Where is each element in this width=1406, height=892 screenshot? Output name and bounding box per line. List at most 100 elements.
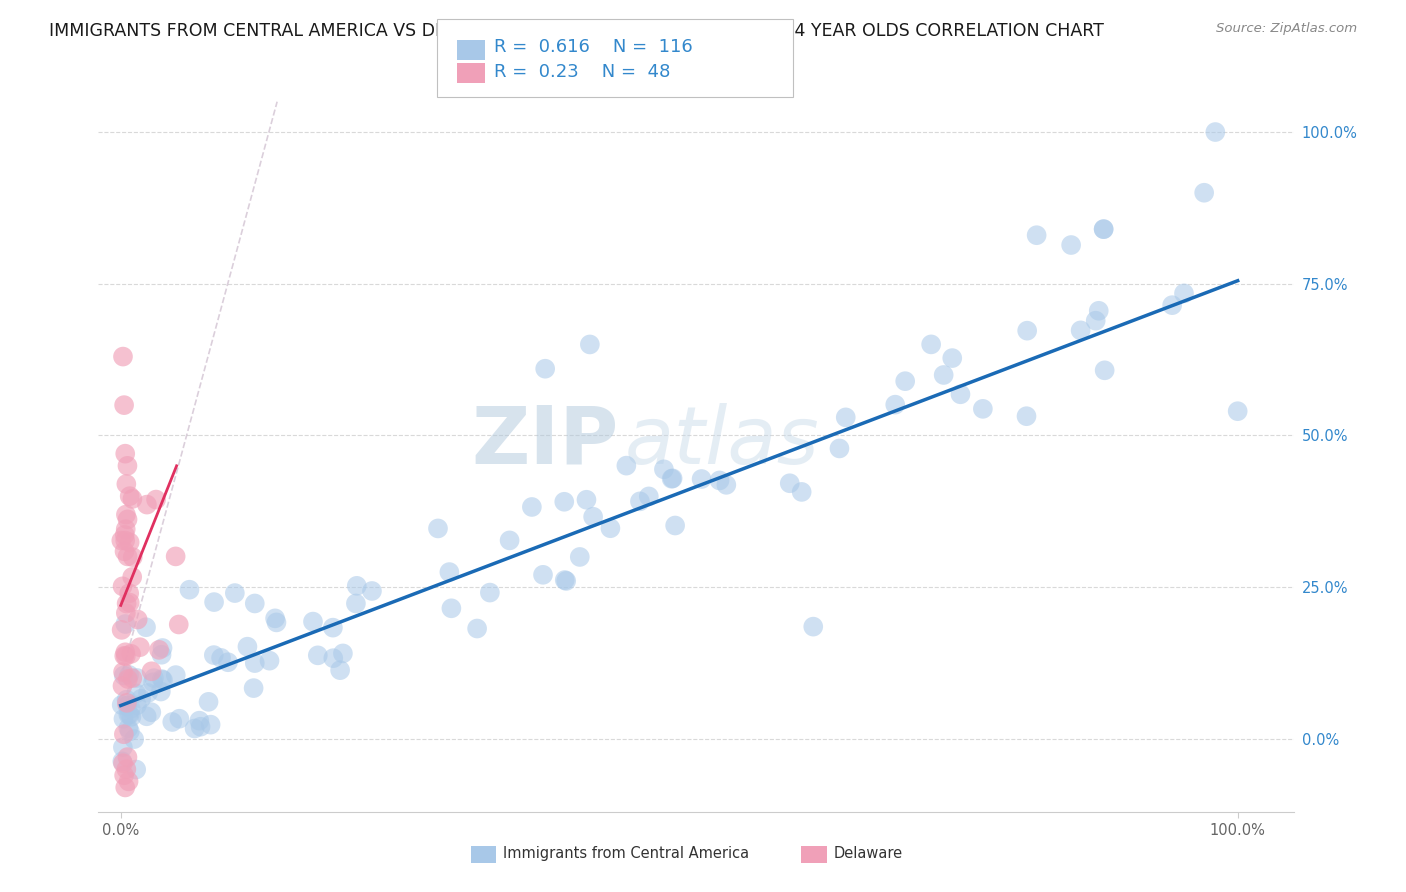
Point xyxy=(111,756,134,771)
Text: Delaware: Delaware xyxy=(834,847,903,861)
Point xyxy=(628,494,651,508)
Point xyxy=(111,679,134,693)
Point xyxy=(439,565,461,579)
Point xyxy=(111,740,134,755)
Point xyxy=(118,535,141,549)
Point xyxy=(555,574,578,588)
Text: Immigrants from Central America: Immigrants from Central America xyxy=(503,847,749,861)
Point xyxy=(307,648,329,663)
Point xyxy=(1161,298,1184,312)
Point xyxy=(111,698,134,712)
Point xyxy=(553,495,575,509)
Point xyxy=(121,671,143,685)
Point xyxy=(575,492,598,507)
Point xyxy=(165,549,187,564)
Point xyxy=(344,597,367,611)
Point xyxy=(136,686,159,700)
Text: R =  0.23    N =  48: R = 0.23 N = 48 xyxy=(494,63,669,81)
Point xyxy=(142,675,165,690)
Point xyxy=(150,648,173,662)
Point xyxy=(111,350,134,364)
Point xyxy=(149,684,172,698)
Point xyxy=(135,709,157,723)
Point xyxy=(118,668,141,682)
Point xyxy=(920,337,942,351)
Point xyxy=(190,720,212,734)
Point xyxy=(117,774,139,789)
Point xyxy=(801,620,824,634)
Point xyxy=(114,780,136,795)
Point xyxy=(129,691,152,706)
Point xyxy=(661,472,683,486)
Point xyxy=(709,474,731,488)
Point xyxy=(111,623,134,637)
Point xyxy=(148,643,170,657)
Point xyxy=(427,521,450,535)
Point xyxy=(136,498,159,512)
Point xyxy=(125,671,148,685)
Point xyxy=(112,727,135,741)
Point xyxy=(1204,125,1226,139)
Point xyxy=(1060,238,1083,252)
Point xyxy=(779,476,801,491)
Point xyxy=(894,374,917,388)
Point xyxy=(162,714,184,729)
Point xyxy=(117,698,139,713)
Point xyxy=(125,763,148,777)
Point xyxy=(112,648,135,663)
Point xyxy=(121,550,143,565)
Point xyxy=(115,597,138,611)
Point xyxy=(117,750,139,764)
Point xyxy=(117,512,139,526)
Point xyxy=(1087,303,1109,318)
Point xyxy=(498,533,520,548)
Point xyxy=(582,509,605,524)
Point xyxy=(125,698,148,713)
Point xyxy=(150,672,173,686)
Point xyxy=(114,617,136,632)
Point xyxy=(266,615,288,630)
Point xyxy=(141,705,163,719)
Point xyxy=(465,622,488,636)
Point xyxy=(972,401,994,416)
Point xyxy=(1192,186,1215,200)
Point xyxy=(115,762,138,776)
Point xyxy=(112,712,135,726)
Point xyxy=(1094,363,1116,377)
Point xyxy=(143,671,166,685)
Point xyxy=(114,447,136,461)
Point xyxy=(209,651,232,665)
Point xyxy=(114,528,136,542)
Point xyxy=(125,686,148,700)
Point xyxy=(117,721,139,735)
Point xyxy=(531,567,554,582)
Text: IMMIGRANTS FROM CENTRAL AMERICA VS DELAWARE FEMALE POVERTY AMONG 18-24 YEAR OLDS: IMMIGRANTS FROM CENTRAL AMERICA VS DELAW… xyxy=(49,22,1104,40)
Point xyxy=(115,696,138,710)
Point xyxy=(114,533,136,548)
Point xyxy=(114,544,136,558)
Point xyxy=(111,755,134,769)
Point xyxy=(114,649,136,664)
Point xyxy=(1084,314,1107,328)
Point xyxy=(1025,228,1047,243)
Point xyxy=(554,573,576,587)
Point xyxy=(579,337,602,351)
Point xyxy=(1070,323,1092,337)
Point xyxy=(118,489,141,503)
Point xyxy=(145,492,167,507)
Point xyxy=(110,533,132,548)
Point xyxy=(236,640,259,654)
Point xyxy=(127,613,149,627)
Point xyxy=(941,351,963,365)
Point xyxy=(835,410,858,425)
Point xyxy=(167,617,190,632)
Point xyxy=(200,717,222,731)
Point xyxy=(652,462,675,476)
Point xyxy=(614,458,637,473)
Point xyxy=(322,651,344,665)
Point xyxy=(346,579,368,593)
Point xyxy=(949,387,972,401)
Point xyxy=(716,478,738,492)
Point xyxy=(217,655,239,669)
Point xyxy=(302,615,325,629)
